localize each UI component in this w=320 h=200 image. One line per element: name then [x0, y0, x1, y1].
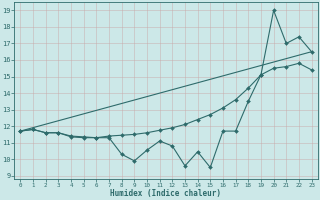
X-axis label: Humidex (Indice chaleur): Humidex (Indice chaleur)	[110, 189, 221, 198]
